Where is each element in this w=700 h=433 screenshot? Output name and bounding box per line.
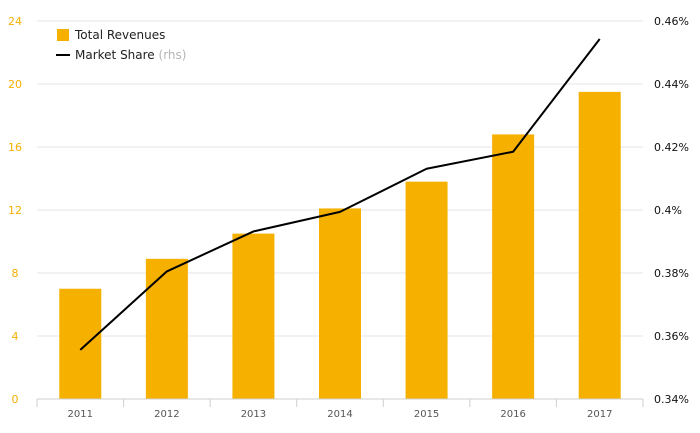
bar-series	[59, 91, 621, 399]
legend-swatch-total-revenues	[57, 29, 69, 41]
left-axis-tick-label: 4	[12, 330, 19, 343]
left-axis-tick-label: 8	[12, 267, 19, 280]
x-axis-tick-label: 2016	[500, 409, 525, 420]
right-axis-tick-label: 0.36%	[654, 330, 689, 343]
right-axis-tick-label: 0.38%	[654, 267, 689, 280]
right-axis-tick-label: 0.46%	[654, 15, 689, 28]
bar-2014	[319, 208, 361, 399]
legend-label: Market Share (rhs)	[75, 48, 186, 62]
left-axis-tick-label: 16	[8, 141, 22, 154]
x-axis-tick-label: 2013	[241, 409, 266, 420]
bar-2012	[145, 258, 188, 399]
line-series	[79, 38, 601, 351]
left-axis-tick-label: 12	[8, 204, 22, 217]
legend-note: (rhs)	[155, 48, 187, 62]
legend-label: Total Revenues	[74, 28, 165, 42]
bar-2017	[578, 91, 621, 399]
legend: Total Revenues Market Share (rhs)	[56, 28, 186, 62]
x-axis-tick-label: 2011	[68, 409, 93, 420]
left-axis-tick-label: 0	[12, 393, 19, 406]
left-axis-tick-label: 20	[8, 78, 22, 91]
x-axis-tick-label: 2012	[154, 409, 179, 420]
x-axis-tick-label: 2017	[587, 409, 612, 420]
bar-2011	[59, 288, 102, 399]
axes: 0 0.34% 4 0.36% 8 0.38% 12 0.4% 16 0.42% 20 0.44% 24…	[8, 15, 689, 420]
right-axis-tick-label: 0.44%	[654, 78, 689, 91]
x-axis-tick-label: 2015	[414, 409, 439, 420]
bar-2013	[232, 233, 275, 399]
x-axis-tick-label: 2014	[327, 409, 352, 420]
right-axis-tick-label: 0.34%	[654, 393, 689, 406]
left-axis-tick-label: 24	[8, 15, 22, 28]
right-axis-tick-label: 0.42%	[654, 141, 689, 154]
bar-2015	[405, 181, 448, 399]
right-axis-tick-label: 0.4%	[654, 204, 682, 217]
bar-2016	[492, 134, 535, 399]
